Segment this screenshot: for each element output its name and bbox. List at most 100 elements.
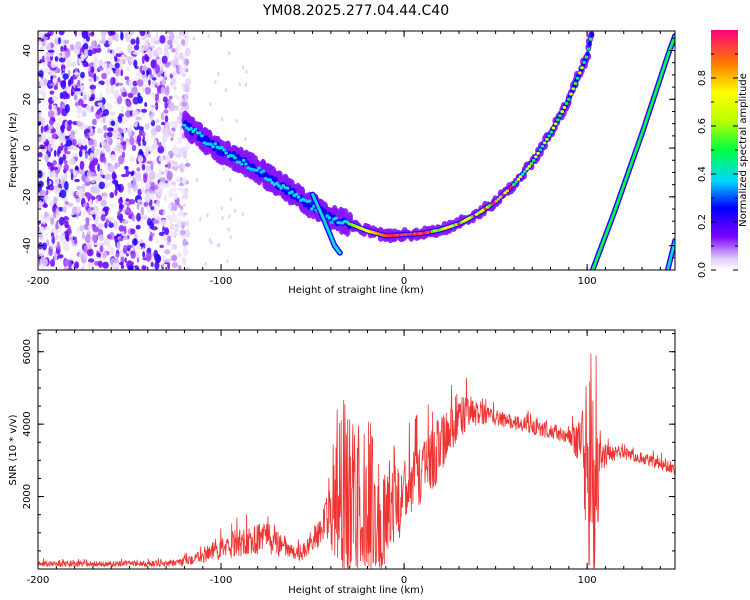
noise-blob [102, 115, 106, 124]
steep-line-1 [589, 33, 675, 270]
noise-blob [113, 220, 119, 229]
noise-blob [113, 134, 119, 139]
noise-blob [174, 161, 178, 168]
noise-blob [114, 62, 120, 69]
trace-core [571, 87, 575, 91]
noise-blob [76, 191, 79, 196]
noise-blob [131, 214, 136, 222]
noise-blob [53, 149, 57, 157]
noise-blob [147, 74, 151, 80]
noise-blob [72, 206, 78, 215]
noise-blob [90, 209, 97, 215]
trace-core [538, 148, 543, 152]
noise-blob [125, 66, 131, 72]
noise-blob [244, 82, 248, 87]
noise-blob [165, 215, 172, 220]
noise-blob [85, 104, 91, 112]
trace-core [578, 71, 582, 75]
trace-core [494, 199, 499, 203]
noise-blob [92, 48, 97, 55]
noise-blob [140, 206, 145, 216]
noise-blob [84, 180, 91, 187]
noise-blob [51, 133, 58, 139]
noise-blob [173, 57, 180, 62]
noise-blob [123, 236, 129, 240]
noise-blob [89, 152, 94, 158]
noise-blob [179, 66, 185, 75]
noise-blob [164, 194, 167, 202]
noise-blob [179, 102, 182, 107]
noise-blob [171, 71, 178, 76]
noise-blob [87, 225, 93, 230]
snr-y-label: SNR (10 * v/v) [8, 414, 19, 485]
trace-edge [196, 135, 201, 142]
trace-core [573, 81, 578, 86]
noise-blob [107, 242, 112, 250]
noise-blob [62, 73, 69, 80]
trace-core [200, 134, 204, 138]
noise-blob [143, 201, 149, 207]
noise-blob [185, 162, 191, 167]
noise-blob [132, 183, 138, 192]
noise-blob [109, 203, 116, 208]
noise-blob [180, 235, 187, 239]
noise-blob [73, 81, 76, 88]
noise-blob [126, 245, 133, 249]
x-tick-label: -200 [27, 575, 50, 586]
noise-blob [114, 131, 121, 136]
noise-blob [46, 215, 52, 222]
noise-blob [149, 232, 153, 236]
noise-blob [180, 167, 184, 173]
noise-blob [116, 95, 123, 105]
noise-blob [105, 136, 111, 142]
noise-blob [121, 151, 126, 159]
noise-blob [121, 91, 128, 97]
noise-blob [57, 77, 61, 83]
noise-blob [70, 61, 77, 68]
noise-blob [76, 120, 82, 125]
trace-core [327, 216, 332, 220]
trace-core [512, 183, 516, 187]
trace-core [553, 122, 558, 126]
trace-core [542, 141, 547, 145]
noise-blob [166, 241, 171, 246]
noise-blob [83, 94, 87, 101]
noise-blob [97, 102, 103, 106]
noise-blob [117, 210, 121, 217]
noise-blob [99, 92, 103, 101]
noise-blob [102, 191, 108, 200]
noise-blob [148, 78, 151, 86]
noise-blob [88, 78, 93, 82]
y-tick-label: 40 [22, 44, 33, 57]
noise-blob [50, 75, 54, 81]
noise-blob [111, 263, 118, 270]
noise-blob [77, 79, 81, 86]
trace-core [496, 197, 501, 201]
noise-blob [120, 264, 125, 270]
noise-blob [158, 156, 164, 162]
noise-blob [138, 148, 143, 155]
noise-blob [217, 71, 220, 76]
noise-blob [42, 179, 47, 183]
noise-blob [82, 210, 87, 216]
colorbar: 0.0 0.2 0.4 0.6 0.8 Normalized spectral ampl… [697, 30, 749, 278]
snr-axes: -200 -100 0 100 2000 4000 6000 [22, 330, 675, 586]
noise-blob [154, 261, 160, 270]
noise-blob [177, 136, 183, 145]
noise-blob [81, 31, 89, 39]
noise-blob [226, 259, 229, 264]
noise-blob [160, 64, 164, 69]
noise-blob [162, 135, 168, 143]
noise-blob [155, 254, 162, 264]
noise-blob [65, 135, 70, 139]
noise-blob [114, 116, 118, 123]
noise-blob [158, 142, 162, 148]
noise-blob [114, 235, 119, 243]
noise-blob [120, 69, 124, 77]
noise-blob [141, 55, 145, 64]
trace-core [514, 180, 518, 184]
noise-blob [53, 196, 59, 204]
noise-blob [108, 222, 114, 228]
noise-blob [68, 225, 71, 234]
noise-blob [175, 177, 180, 183]
